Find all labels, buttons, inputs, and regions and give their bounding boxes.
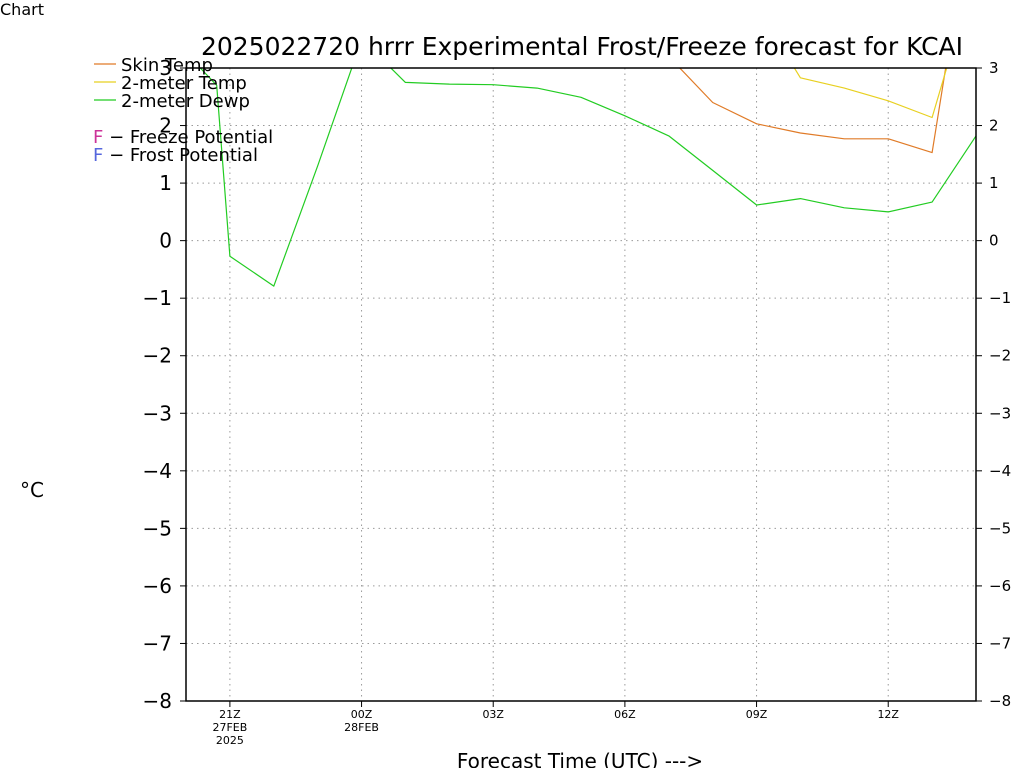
- y-tick-label-right: −8: [989, 692, 1011, 710]
- y-axis-right: 3 2 1 0 −1 −2 −3 −4 −5 −6 −7 −8: [976, 59, 1011, 710]
- y-tick-label-right: 2: [989, 117, 999, 135]
- x-tick-label: 2025: [216, 734, 244, 747]
- x-tick-label: 28FEB: [344, 721, 379, 734]
- chart-title: 2025022720 hrrr Experimental Frost/Freez…: [201, 32, 963, 61]
- y-tick-label-left: 0: [159, 229, 172, 253]
- y-tick-label-right: 1: [989, 174, 999, 192]
- plot-frame: [185, 67, 977, 702]
- y-tick-label-left: −6: [143, 574, 172, 598]
- y-tick-label-left: −7: [143, 631, 172, 655]
- legend-note-text: − Freeze Potential: [103, 127, 273, 148]
- y-axis-left: 3 2 1 0 −1 −2 −3 −4 −5 −6 −7 −8: [143, 56, 186, 713]
- x-tick-label: 27FEB: [212, 721, 247, 734]
- x-tick-label: 21Z: [219, 708, 241, 721]
- x-tick-label: 09Z: [746, 708, 768, 721]
- y-tick-label-left: −8: [143, 689, 172, 713]
- series-lines: [199, 68, 976, 287]
- y-tick-label-right: −3: [989, 404, 1011, 422]
- legend-note: F − Freeze Potential: [93, 127, 273, 148]
- y-tick-label-left: 2: [159, 114, 172, 138]
- y-axis-label: °C: [20, 478, 44, 502]
- x-tick-label: 00Z: [351, 708, 373, 721]
- legend-note-letter: F: [93, 145, 103, 166]
- y-tick-label-left: −5: [143, 516, 172, 540]
- series-line-2-meter-dewp: [199, 68, 976, 287]
- legend-label: 2-meter Dewp: [121, 91, 250, 112]
- series-line-skin-temp: [678, 68, 947, 154]
- y-tick-label-left: 1: [159, 171, 172, 195]
- y-tick-label-right: −4: [989, 462, 1011, 480]
- y-tick-label-right: −5: [989, 519, 1011, 537]
- x-tick-label: 06Z: [614, 708, 636, 721]
- y-tick-label-left: −2: [143, 344, 172, 368]
- y-tick-label-left: −4: [143, 459, 172, 483]
- legend-label: Skin Temp: [121, 55, 213, 76]
- y-tick-label-right: −1: [989, 289, 1011, 307]
- legend-label: 2-meter Temp: [121, 73, 247, 94]
- legend-note-letter: F: [93, 127, 103, 148]
- x-tick-label: 12Z: [877, 708, 899, 721]
- y-tick-label-right: −7: [989, 634, 1011, 652]
- x-tick-label: 03Z: [482, 708, 504, 721]
- y-tick-label-left: −1: [143, 286, 172, 310]
- grid: [186, 68, 976, 701]
- y-tick-label-right: 3: [989, 59, 999, 77]
- y-tick-label-right: −6: [989, 577, 1011, 595]
- y-tick-label-left: −3: [143, 401, 172, 425]
- series-line-2-meter-temp: [793, 68, 948, 119]
- y-tick-label-right: −2: [989, 347, 1011, 365]
- legend-note-text: − Frost Potential: [103, 145, 258, 166]
- y-tick-label-left: 3: [159, 56, 172, 80]
- x-axis-label: Forecast Time (UTC) --->: [457, 749, 703, 768]
- legend-note: F − Frost Potential: [93, 145, 258, 166]
- y-tick-label-right: 0: [989, 232, 999, 250]
